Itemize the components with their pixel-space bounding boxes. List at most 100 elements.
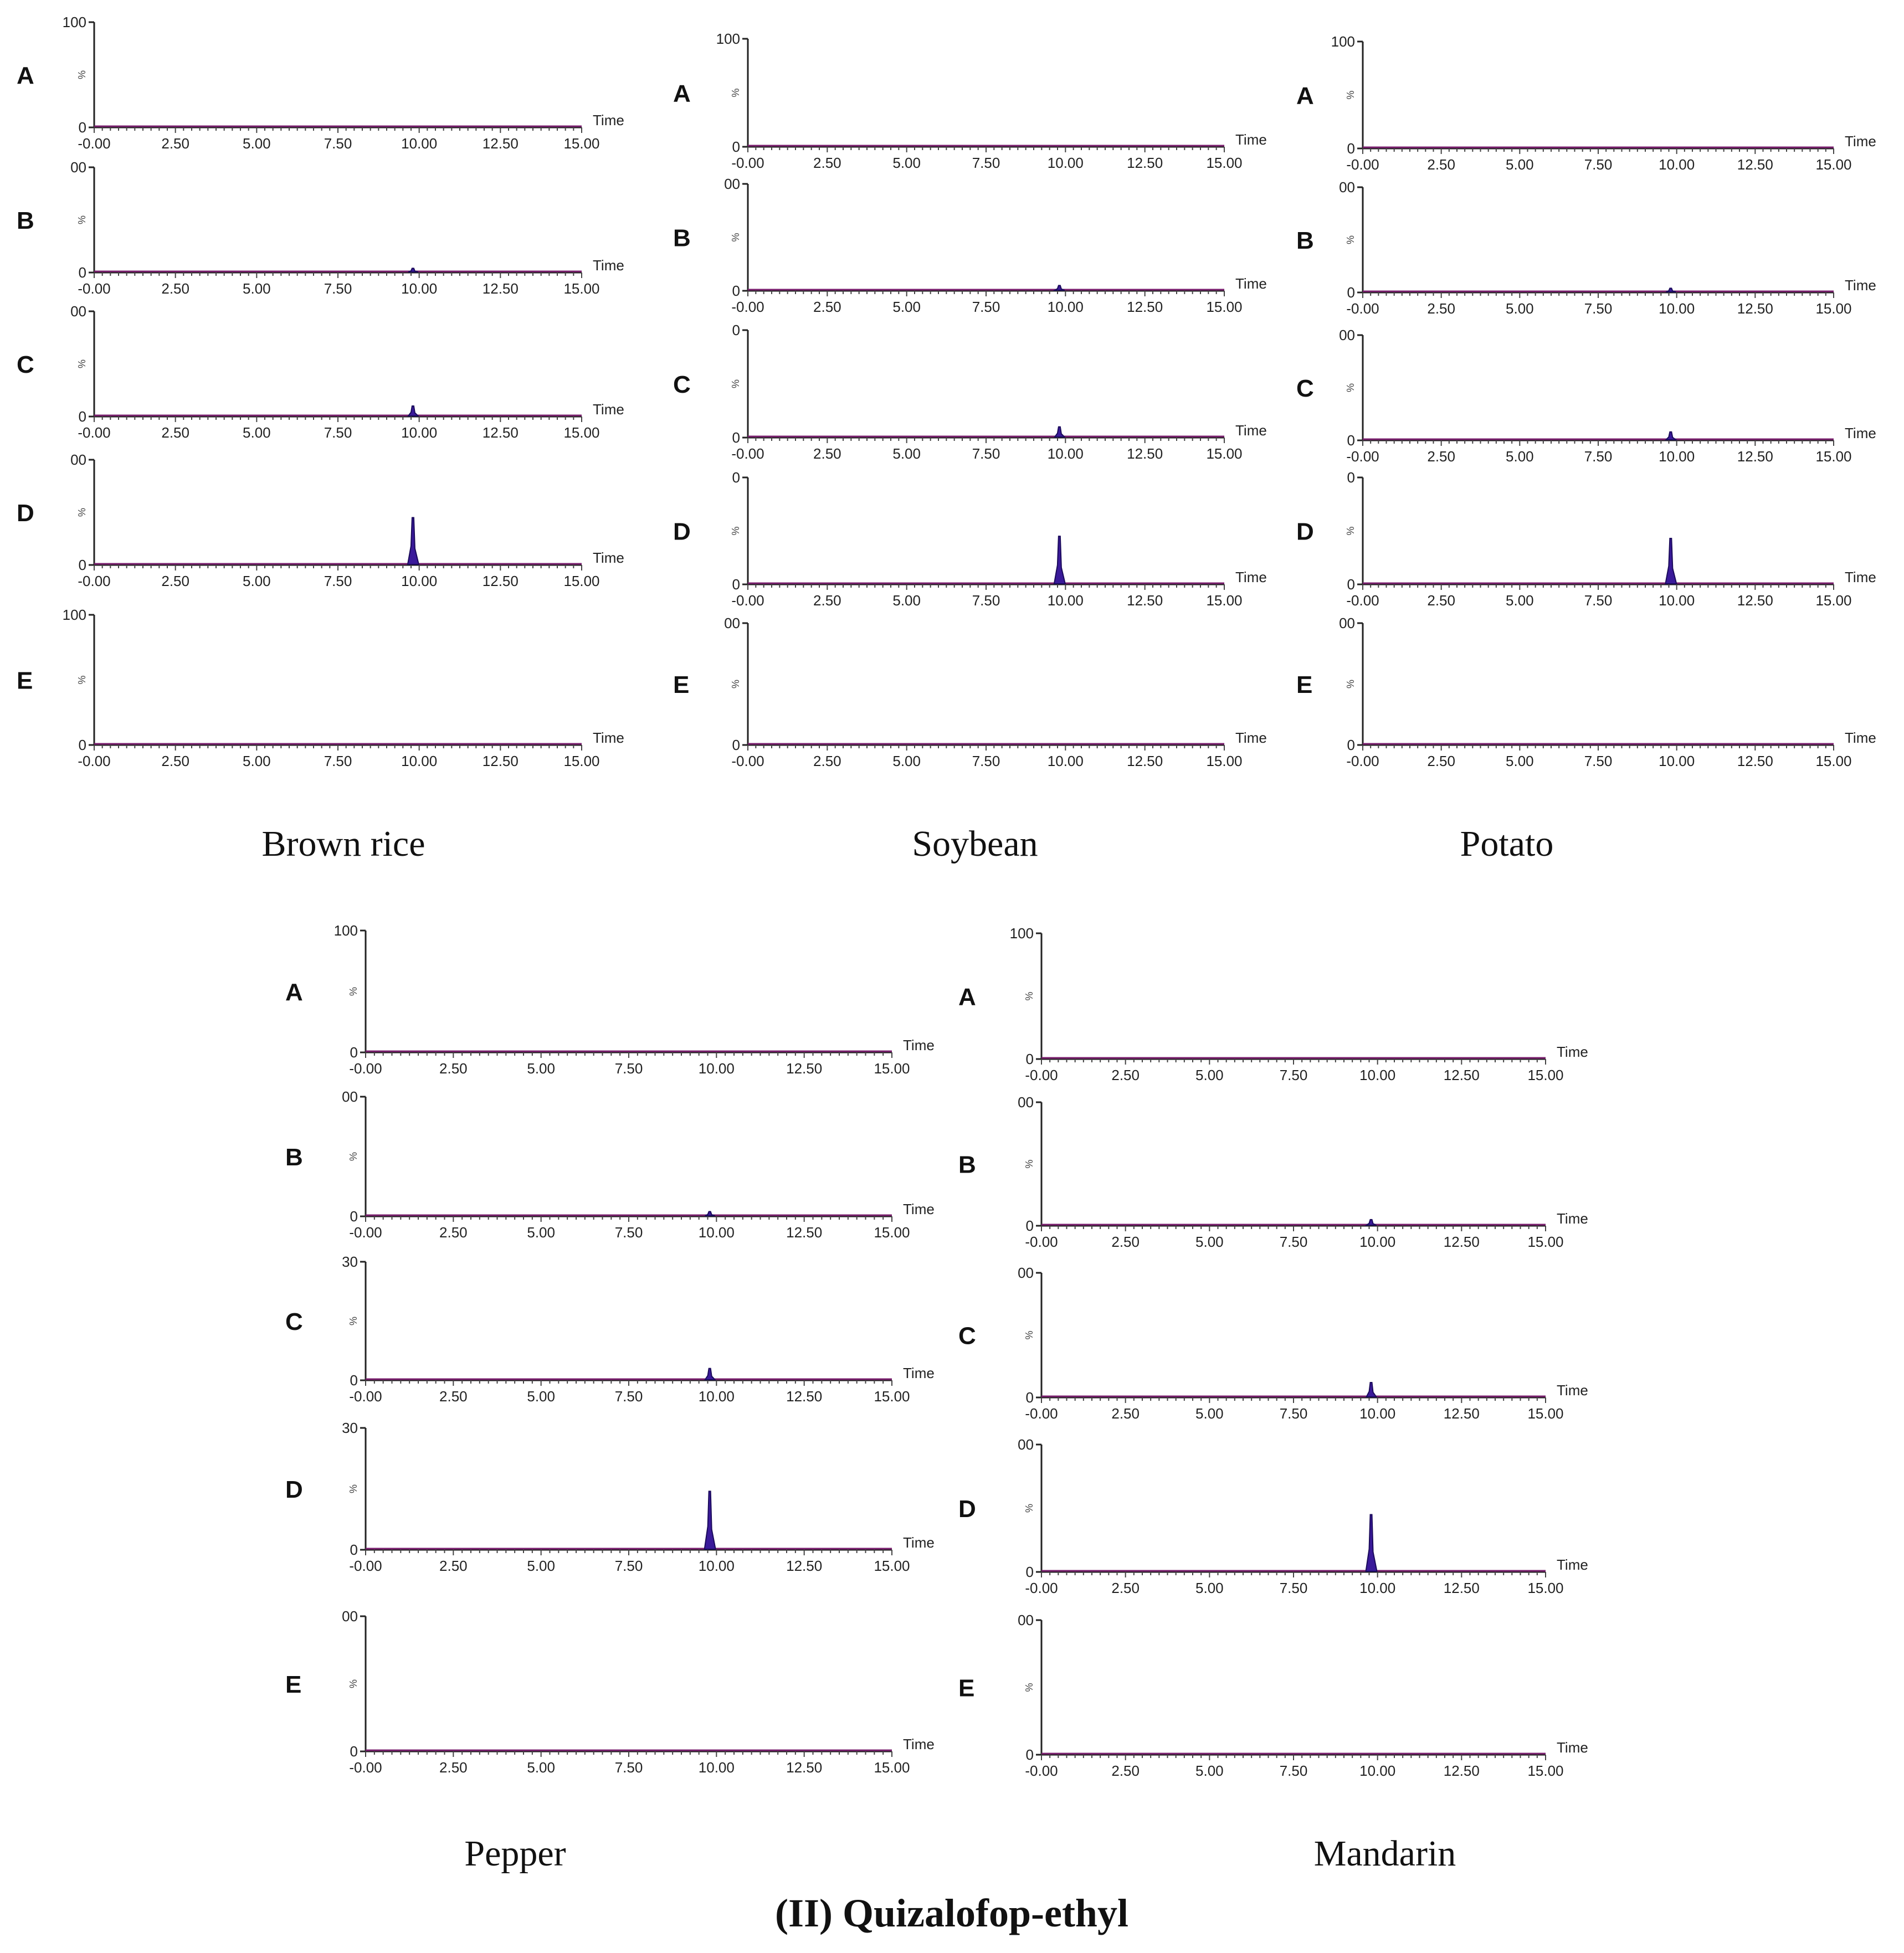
sample-group-soybean: A 100 0% -0.00 2.50 5.00 7.50 10.00 12.50 15.00 Ti…: [673, 30, 1267, 864]
panel-letter: E: [673, 671, 689, 698]
x-tick-label: 2.50: [813, 592, 841, 609]
x-tick-label: 2.50: [1427, 592, 1455, 609]
x-tick-label: 5.00: [527, 1388, 555, 1405]
y-tick-label-zero: 0: [79, 557, 86, 573]
panel-letter: A: [1296, 83, 1314, 110]
chromatogram-panel-c: C 30 0% -0.00 2.50 5.00 7.50 10.00 12.50 15.00 Tim…: [285, 1253, 935, 1405]
sample-caption: Pepper: [464, 1833, 566, 1874]
x-tick-label: -0.00: [1346, 448, 1379, 465]
y-unit-label: %: [76, 359, 88, 368]
x-axis-label-time: Time: [1235, 729, 1267, 746]
y-tick-label-top: 00: [70, 451, 86, 468]
x-tick-label: 15.00: [874, 1224, 910, 1241]
x-tick-label: 10.00: [699, 1224, 735, 1241]
chromatogram-peak: [407, 405, 420, 417]
panel-letter: B: [285, 1144, 303, 1171]
chromatogram-peak: [1053, 285, 1065, 291]
x-tick-label: 10.00: [1359, 1405, 1395, 1422]
panel-letter: A: [673, 80, 691, 107]
y-tick-label-zero: 0: [350, 1044, 358, 1061]
y-tick-label-zero: 0: [79, 264, 86, 281]
figure-title: (II) Quizalofop-ethyl: [775, 1891, 1128, 1935]
y-tick-label-top: 0: [1347, 469, 1355, 486]
x-tick-label: 2.50: [439, 1558, 468, 1574]
x-tick-label: 15.00: [874, 1388, 910, 1405]
panel-letter: D: [285, 1476, 303, 1503]
chromatogram-peak: [704, 1491, 716, 1550]
x-tick-label: 10.00: [1359, 1762, 1395, 1779]
x-tick-label: 10.00: [1359, 1067, 1395, 1083]
x-tick-label: 15.00: [563, 753, 599, 769]
y-unit-label: %: [730, 526, 741, 535]
panel-letter: D: [958, 1495, 976, 1523]
panel-letter: A: [958, 984, 976, 1011]
x-tick-label: -0.00: [731, 753, 764, 769]
y-tick-label-zero: 0: [79, 737, 86, 753]
chromatogram-panel-c: C 0 0% -0.00 2.50 5.00 7.50 10.00 12.50 15.00 Time: [673, 322, 1267, 462]
x-tick-label: -0.00: [1025, 1580, 1058, 1596]
y-unit-label: %: [1024, 1504, 1035, 1513]
x-tick-label: 15.00: [563, 573, 599, 589]
x-tick-label: 12.50: [1444, 1580, 1480, 1596]
x-axis-label-time: Time: [903, 1037, 935, 1053]
chromatogram-peak: [1053, 536, 1066, 584]
x-tick-label: 7.50: [615, 1224, 643, 1241]
x-tick-label: 5.00: [527, 1759, 555, 1776]
panel-letter: B: [958, 1152, 976, 1179]
y-unit-label: %: [730, 379, 741, 388]
x-tick-label: 2.50: [161, 280, 189, 297]
y-tick-label-zero: 0: [350, 1743, 358, 1760]
x-tick-label: 15.00: [1815, 448, 1851, 465]
x-axis-label-time: Time: [593, 401, 624, 418]
x-axis-label-time: Time: [1845, 133, 1876, 150]
y-tick-label-zero: 0: [350, 1541, 358, 1558]
sample-caption: Soybean: [912, 824, 1038, 864]
x-axis-label-time: Time: [1557, 1556, 1588, 1573]
x-tick-label: 2.50: [813, 753, 841, 769]
y-tick-label-top: 00: [342, 1088, 358, 1105]
x-tick-label: 12.50: [483, 280, 519, 297]
x-tick-label: 15.00: [1206, 753, 1242, 769]
y-tick-label-zero: 0: [1026, 1051, 1034, 1067]
y-tick-label-zero: 0: [1347, 432, 1355, 449]
x-axis-label-time: Time: [1235, 275, 1267, 292]
x-tick-label: 7.50: [615, 1060, 643, 1077]
x-tick-label: 12.50: [1444, 1067, 1480, 1083]
y-tick-label-zero: 0: [732, 138, 740, 155]
x-axis-label-time: Time: [1235, 569, 1267, 585]
x-tick-label: 7.50: [324, 573, 352, 589]
x-tick-label: 12.50: [1737, 753, 1773, 769]
y-tick-label-top: 00: [1018, 1612, 1034, 1628]
x-tick-label: 10.00: [1659, 753, 1695, 769]
panel-letter: A: [17, 62, 34, 89]
x-tick-label: 15.00: [1206, 592, 1242, 609]
x-axis-label-time: Time: [1845, 569, 1876, 585]
x-tick-label: 5.00: [1506, 300, 1534, 317]
x-tick-label: 15.00: [1206, 155, 1242, 171]
x-tick-label: 10.00: [699, 1759, 735, 1776]
x-tick-label: 12.50: [1127, 155, 1163, 171]
sample-group-mandarin: A 100 0% -0.00 2.50 5.00 7.50 10.00 12.50 15.00 Ti…: [958, 925, 1588, 1874]
y-tick-label-top: 00: [342, 1608, 358, 1625]
x-tick-label: -0.00: [1346, 592, 1379, 609]
x-tick-label: -0.00: [1346, 300, 1379, 317]
panel-letter: C: [285, 1308, 303, 1335]
x-tick-label: 10.00: [401, 424, 437, 441]
x-tick-label: 15.00: [874, 1759, 910, 1776]
y-tick-label-zero: 0: [350, 1208, 358, 1225]
x-tick-label: 5.00: [892, 592, 921, 609]
x-tick-label: 12.50: [1127, 445, 1163, 462]
x-tick-label: 2.50: [1111, 1405, 1140, 1422]
chromatogram-panel-d: D 0 0% -0.00 2.50 5.00 7.50 10.00 12.50 15.00 Time: [673, 469, 1267, 609]
x-tick-label: 12.50: [1127, 592, 1163, 609]
sample-group-pepper: A 100 0% -0.00 2.50 5.00 7.50 10.00 12.50 15.00 Ti…: [285, 922, 935, 1874]
x-tick-label: -0.00: [349, 1388, 382, 1405]
sample-caption: Potato: [1460, 824, 1554, 864]
y-unit-label: %: [76, 675, 88, 684]
y-unit-label: %: [1345, 90, 1356, 99]
x-tick-label: 10.00: [1359, 1234, 1395, 1250]
